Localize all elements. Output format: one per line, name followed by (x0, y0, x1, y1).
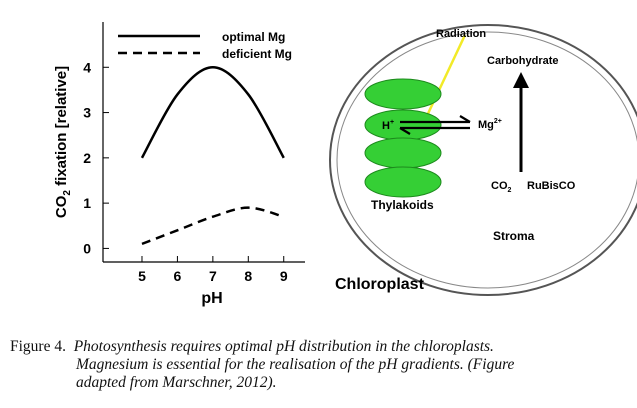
caption: Figure 4. Photosynthesis requires optima… (10, 338, 630, 392)
thylakoid (364, 109, 442, 141)
y-tick-label: 1 (83, 195, 91, 211)
caption-label: Figure 4. (10, 338, 66, 355)
rubisco-label: RuBisCO (527, 180, 576, 192)
x-tick-label: 8 (244, 268, 252, 284)
proton-base: H (382, 120, 390, 132)
stroma-label: Stroma (493, 229, 535, 243)
thylakoids-label: Thylakoids (371, 198, 434, 212)
y-label-part: fixation [relative] (53, 66, 70, 190)
y-tick-label: 4 (83, 59, 91, 75)
series-line (141, 206, 285, 246)
legend-label: deficient Mg (222, 47, 292, 61)
carbohydrate-label: Carbohydrate (487, 55, 559, 67)
y-tick-label: 2 (83, 150, 91, 166)
x-tick-label: 7 (209, 268, 217, 284)
y-tick-label: 3 (83, 105, 91, 121)
x-tick-label: 9 (280, 268, 288, 284)
x-tick-label: 5 (138, 268, 146, 284)
y-label-part: CO (53, 195, 70, 218)
chloroplast-inner (336, 31, 637, 289)
proton-label: H+ (382, 119, 394, 132)
arrow-head (513, 72, 529, 88)
co2-label: CO2 (491, 180, 512, 194)
y-label-sub: 2 (62, 190, 73, 196)
radiation-label: Radiation (436, 28, 486, 40)
series-line (140, 66, 285, 159)
chloroplast-label: Chloroplast (335, 276, 425, 293)
proton-sup: + (390, 119, 394, 126)
y-axis-label: CO2 fixation [relative] (53, 66, 73, 218)
thylakoid (364, 137, 442, 169)
diagram: Radiation Carbohydrate H+ Mg2+ Thylakoid… (329, 24, 637, 296)
caption-line: Photosynthesis requires optimal pH distr… (73, 338, 494, 355)
co2-sub: 2 (508, 187, 512, 194)
y-tick-label: 0 (83, 240, 91, 256)
exchange-arrows (399, 115, 471, 135)
legend-label: optimal Mg (222, 30, 285, 44)
mg-sup: 2+ (494, 118, 502, 125)
mg-base: Mg (478, 119, 494, 131)
thylakoid (364, 166, 442, 198)
x-axis-label: pH (201, 290, 222, 307)
chart: pH CO2 fixation [relative] Radiation Car… (53, 22, 637, 307)
x-tick-label: 6 (174, 268, 182, 284)
magnesium-label: Mg2+ (478, 118, 502, 131)
caption-line: adapted from Marschner, 2012). (76, 374, 277, 391)
co2-base: CO (491, 180, 508, 192)
thylakoid (364, 78, 442, 110)
caption-line: Magnesium is essential for the realisati… (76, 356, 515, 373)
radiation-ray (423, 34, 467, 121)
